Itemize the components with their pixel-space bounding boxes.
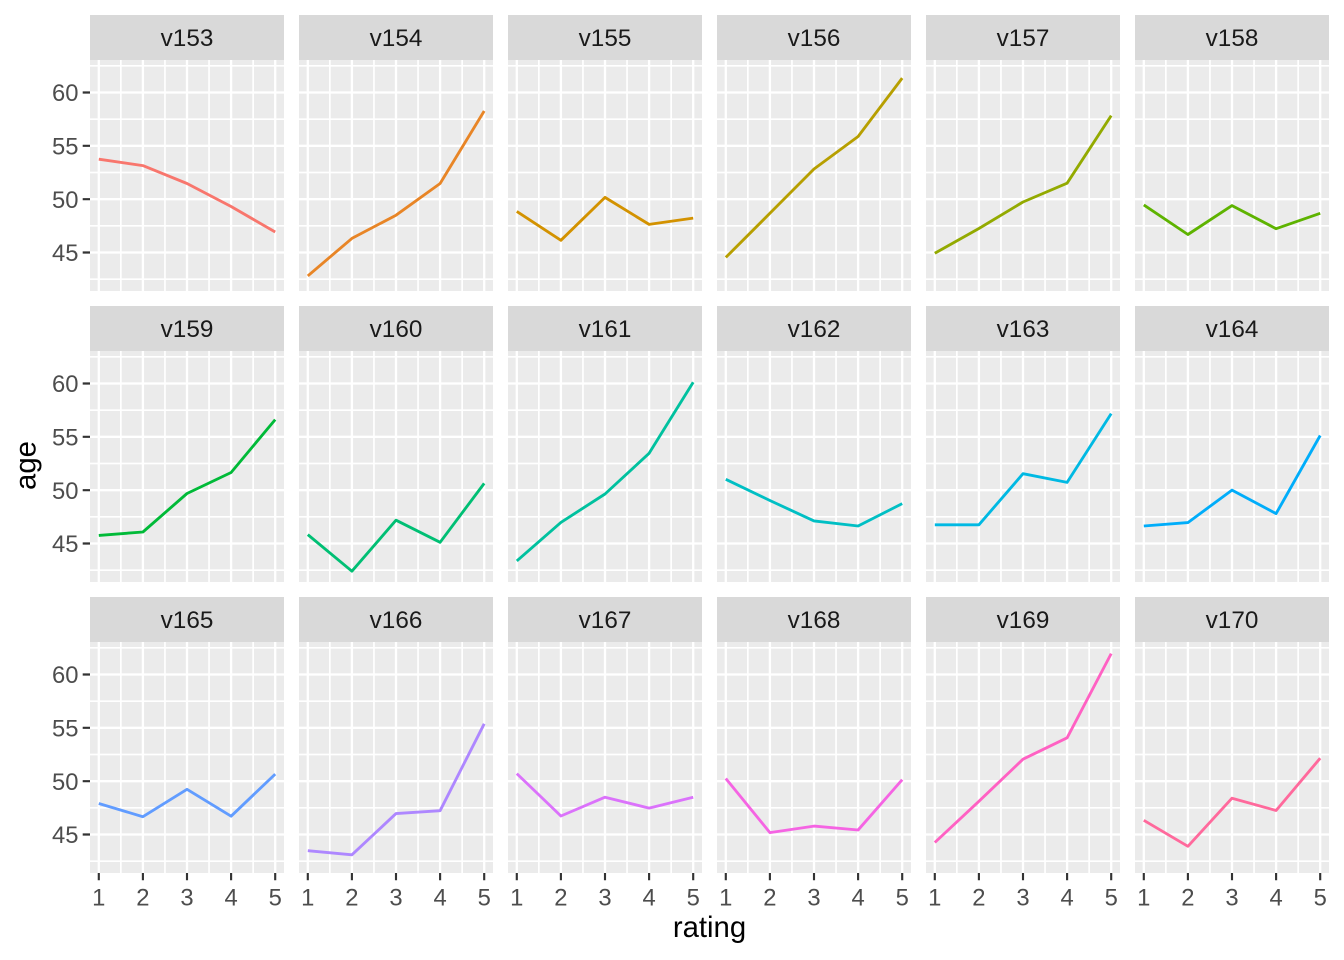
svg-text:55: 55 xyxy=(52,424,78,451)
svg-text:1: 1 xyxy=(1137,884,1150,911)
svg-text:4: 4 xyxy=(1269,884,1282,911)
svg-text:v157: v157 xyxy=(997,25,1050,52)
svg-text:3: 3 xyxy=(807,884,820,911)
svg-text:v164: v164 xyxy=(1206,316,1259,343)
svg-text:3: 3 xyxy=(1225,884,1238,911)
svg-text:1: 1 xyxy=(719,884,732,911)
svg-text:v155: v155 xyxy=(579,25,632,52)
svg-text:3: 3 xyxy=(1016,884,1029,911)
svg-text:v158: v158 xyxy=(1206,25,1259,52)
svg-text:4: 4 xyxy=(851,884,864,911)
svg-text:2: 2 xyxy=(136,884,149,911)
svg-text:5: 5 xyxy=(687,884,700,911)
svg-text:50: 50 xyxy=(52,187,78,214)
svg-text:3: 3 xyxy=(180,884,193,911)
svg-text:v168: v168 xyxy=(788,607,841,634)
svg-text:60: 60 xyxy=(52,371,78,398)
svg-text:1: 1 xyxy=(301,884,314,911)
svg-text:1: 1 xyxy=(510,884,523,911)
svg-text:v163: v163 xyxy=(997,316,1050,343)
svg-text:60: 60 xyxy=(52,80,78,107)
svg-text:v162: v162 xyxy=(788,316,841,343)
svg-text:v159: v159 xyxy=(161,316,214,343)
svg-text:4: 4 xyxy=(433,884,446,911)
svg-text:4: 4 xyxy=(642,884,655,911)
svg-text:45: 45 xyxy=(52,822,78,849)
svg-text:60: 60 xyxy=(52,662,78,689)
svg-text:45: 45 xyxy=(52,531,78,558)
svg-text:4: 4 xyxy=(224,884,237,911)
svg-text:2: 2 xyxy=(972,884,985,911)
svg-text:1: 1 xyxy=(92,884,105,911)
svg-text:v167: v167 xyxy=(579,607,632,634)
svg-text:45: 45 xyxy=(52,240,78,267)
svg-text:50: 50 xyxy=(52,478,78,505)
svg-text:5: 5 xyxy=(478,884,491,911)
svg-text:4: 4 xyxy=(1060,884,1073,911)
svg-text:v165: v165 xyxy=(161,607,214,634)
svg-text:rating: rating xyxy=(673,911,746,944)
svg-text:1: 1 xyxy=(928,884,941,911)
svg-text:3: 3 xyxy=(598,884,611,911)
svg-text:v161: v161 xyxy=(579,316,632,343)
svg-text:5: 5 xyxy=(896,884,909,911)
svg-text:v160: v160 xyxy=(370,316,423,343)
svg-text:2: 2 xyxy=(763,884,776,911)
svg-text:2: 2 xyxy=(1181,884,1194,911)
svg-text:50: 50 xyxy=(52,769,78,796)
svg-text:2: 2 xyxy=(554,884,567,911)
svg-text:v154: v154 xyxy=(370,25,423,52)
svg-text:5: 5 xyxy=(1105,884,1118,911)
svg-text:55: 55 xyxy=(52,133,78,160)
svg-text:v170: v170 xyxy=(1206,607,1259,634)
svg-text:55: 55 xyxy=(52,715,78,742)
svg-text:5: 5 xyxy=(269,884,282,911)
svg-text:3: 3 xyxy=(389,884,402,911)
svg-text:v153: v153 xyxy=(161,25,214,52)
svg-text:v166: v166 xyxy=(370,607,423,634)
svg-text:age: age xyxy=(9,441,42,490)
svg-text:5: 5 xyxy=(1314,884,1327,911)
svg-text:v156: v156 xyxy=(788,25,841,52)
svg-text:v169: v169 xyxy=(997,607,1050,634)
svg-text:2: 2 xyxy=(345,884,358,911)
